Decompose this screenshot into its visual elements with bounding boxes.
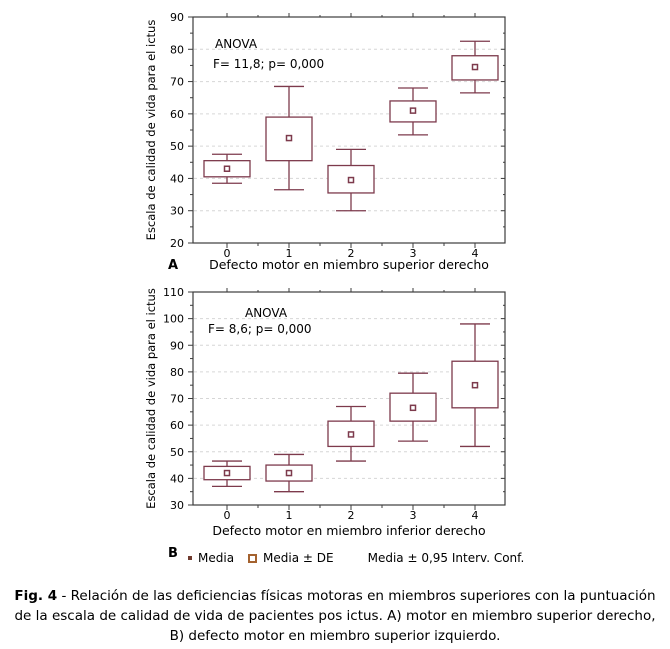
- anova-annotation: ANOVA: [215, 37, 258, 51]
- x-tick-label: 2: [348, 509, 355, 522]
- mean-marker: [347, 431, 355, 438]
- mean-marker: [223, 469, 231, 477]
- x-tick-label: 3: [410, 247, 417, 260]
- legend-label-media: Media: [198, 551, 235, 565]
- legend-item-media: Media: [188, 551, 234, 565]
- std-dev-box: [265, 116, 313, 162]
- figure-caption: Fig. 4 - Relación de las deficiencias fí…: [0, 586, 670, 646]
- box-whisker-category-4: [451, 40, 499, 94]
- box-whisker-category-0: [203, 460, 251, 488]
- y-tick-label: 70: [170, 76, 184, 89]
- anova-annotation: F= 8,6; p= 0,000: [208, 322, 312, 336]
- legend-item-conf-interval: Media ± 0,95 Interv. Conf.: [368, 551, 525, 565]
- mean-marker: [285, 469, 293, 477]
- y-tick-label: 110: [163, 286, 184, 299]
- x-tick-label: 1: [286, 509, 293, 522]
- mean-marker: [409, 107, 417, 114]
- y-tick-label: 30: [170, 499, 184, 512]
- y-axis-title: Escala de calidad de vida para el ictus: [144, 20, 158, 241]
- y-tick-label: 50: [170, 140, 184, 153]
- x-tick-label: 0: [224, 509, 231, 522]
- std-dev-box: [389, 392, 437, 422]
- box-whisker-category-2: [327, 405, 375, 462]
- mean-marker: [409, 404, 417, 412]
- x-tick-label: 2: [348, 247, 355, 260]
- y-tick-label: 100: [163, 313, 184, 326]
- box-whisker-category-1: [265, 85, 313, 191]
- legend-label-media-de: Media ± DE: [263, 551, 334, 565]
- y-tick-label: 80: [170, 366, 184, 379]
- x-axis-title: Defecto motor en miembro superior derech…: [209, 257, 489, 272]
- mean-marker: [471, 381, 479, 389]
- x-tick-label: 4: [472, 247, 479, 260]
- x-tick-label: 3: [410, 509, 417, 522]
- y-tick-label: 20: [170, 237, 184, 250]
- y-tick-label: 80: [170, 43, 184, 56]
- box-whisker-category-4: [451, 323, 499, 448]
- mean-marker: [285, 134, 293, 142]
- chart-legend: Media Media ± DE Media ± 0,95 Interv. Co…: [188, 551, 524, 565]
- anova-annotation: F= 11,8; p= 0,000: [213, 57, 324, 71]
- mean-marker: [471, 63, 479, 71]
- y-tick-label: 60: [170, 108, 184, 121]
- box-whisker-category-3: [389, 372, 437, 442]
- x-tick-label: 0: [224, 247, 231, 260]
- y-tick-label: 40: [170, 472, 184, 485]
- y-tick-label: 50: [170, 446, 184, 459]
- anova-annotation: ANOVA: [245, 306, 288, 320]
- y-axis-title: Escala de calidad de vida para el ictus: [144, 288, 158, 509]
- box-whisker-category-2: [327, 148, 375, 212]
- box-whisker-category-3: [389, 87, 437, 136]
- figure-caption-number: Fig. 4: [14, 588, 58, 604]
- panel-label: A: [168, 258, 178, 273]
- x-axis-title: Defecto motor en miembro inferior derech…: [212, 523, 485, 538]
- legend-item-media-de: Media ± DE: [248, 551, 334, 565]
- legend-label-conf-interval: Media ± 0,95 Interv. Conf.: [367, 551, 525, 565]
- mean-marker: [223, 165, 231, 172]
- mean-marker: [347, 176, 355, 184]
- box-whisker-category-0: [203, 153, 251, 184]
- mean-dot-icon: [188, 556, 192, 560]
- y-tick-label: 40: [170, 172, 184, 185]
- x-tick-label: 4: [472, 509, 479, 522]
- y-tick-label: 90: [170, 339, 184, 352]
- figure-caption-text: - Relación de las deficiencias físicas m…: [14, 588, 656, 644]
- box-square-icon: [248, 553, 258, 563]
- panel-label: B: [168, 546, 178, 561]
- y-tick-label: 30: [170, 205, 184, 218]
- y-tick-label: 60: [170, 419, 184, 432]
- y-tick-label: 70: [170, 393, 184, 406]
- box-whisker-category-1: [265, 453, 313, 493]
- y-tick-label: 90: [170, 11, 184, 24]
- x-tick-label: 1: [286, 247, 293, 260]
